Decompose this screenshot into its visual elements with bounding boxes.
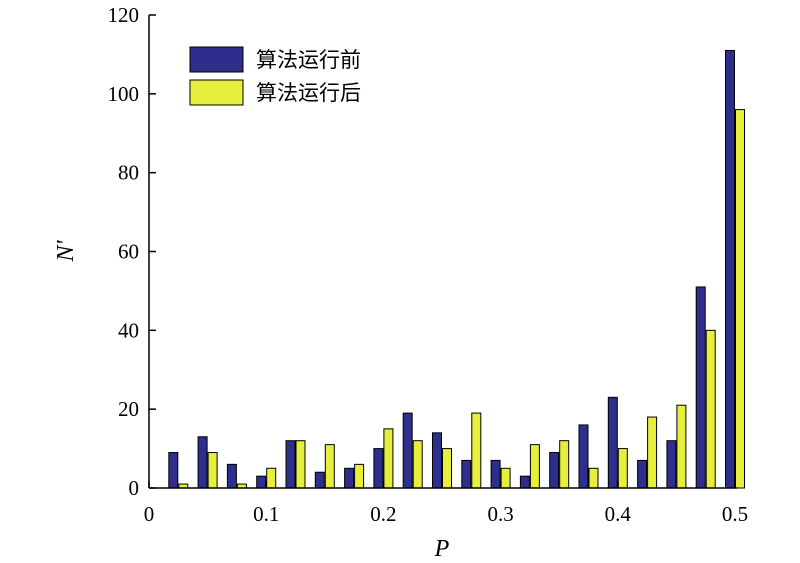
bar-before-11 [461, 459, 472, 489]
bars-layer [168, 49, 745, 489]
bar-after-7 [354, 463, 365, 489]
bar-after-2 [207, 452, 218, 489]
bar-before-10 [432, 432, 442, 489]
y-tick-label: 60 [118, 240, 139, 264]
bar-after-20 [735, 109, 745, 489]
bar-before-18 [666, 440, 677, 489]
bar-before-12 [490, 459, 501, 489]
x-tick-label: 0 [144, 502, 155, 526]
bar-before-14 [549, 452, 560, 489]
bar-after-8 [383, 428, 394, 489]
y-axis-label: N' [53, 240, 79, 263]
bar-before-19 [695, 286, 706, 489]
bar-before-15 [578, 424, 589, 489]
bar-before-6 [314, 471, 325, 489]
bar-after-6 [324, 444, 335, 489]
x-tick-label: 0.4 [605, 502, 632, 526]
bar-after-9 [412, 440, 423, 489]
bar-after-16 [617, 448, 628, 489]
y-tick-label: 120 [108, 3, 140, 27]
y-tick-label: 20 [118, 397, 139, 421]
bar-after-10 [442, 448, 452, 489]
x-axis-label: P [434, 536, 450, 562]
bar-before-5 [285, 440, 296, 489]
bar-before-2 [197, 436, 208, 489]
bar-before-7 [344, 467, 355, 489]
legend-swatch-2 [189, 79, 244, 106]
y-tick-label: 80 [118, 161, 139, 185]
y-tick-label: 0 [129, 476, 140, 500]
bar-before-3 [226, 463, 237, 489]
bar-before-8 [373, 448, 384, 489]
bar-after-15 [588, 467, 599, 489]
bar-after-4 [266, 467, 277, 489]
bar-after-18 [676, 404, 687, 489]
bar-after-11 [471, 412, 482, 489]
bar-after-14 [559, 440, 570, 489]
bar-after-19 [705, 329, 716, 489]
bar-after-13 [529, 444, 540, 489]
x-tick-label: 0.3 [487, 502, 513, 526]
ticks: 0 0.1 0.2 0.3 0.4 0.5 0 20 40 60 80 100 120 [108, 3, 749, 526]
legend-label-1: 算法运行前 [256, 48, 361, 72]
legend-label-2: 算法运行后 [256, 81, 361, 105]
bar-after-12 [500, 467, 511, 489]
bar-before-16 [607, 396, 618, 489]
legend-swatch-1 [189, 46, 244, 73]
bar-before-4 [256, 475, 267, 489]
bar-before-20 [725, 49, 735, 489]
x-tick-label: 0.1 [253, 502, 279, 526]
y-tick-label: 100 [108, 82, 140, 106]
y-tick-label: 40 [118, 318, 139, 342]
bar-before-9 [402, 412, 413, 489]
x-tick-label: 0.5 [722, 502, 748, 526]
bar-after-17 [647, 416, 658, 489]
bar-before-1 [168, 452, 179, 489]
bar-after-5 [295, 440, 306, 489]
bar-before-17 [637, 459, 648, 489]
bar-before-13 [519, 475, 530, 489]
x-tick-label: 0.2 [370, 502, 396, 526]
